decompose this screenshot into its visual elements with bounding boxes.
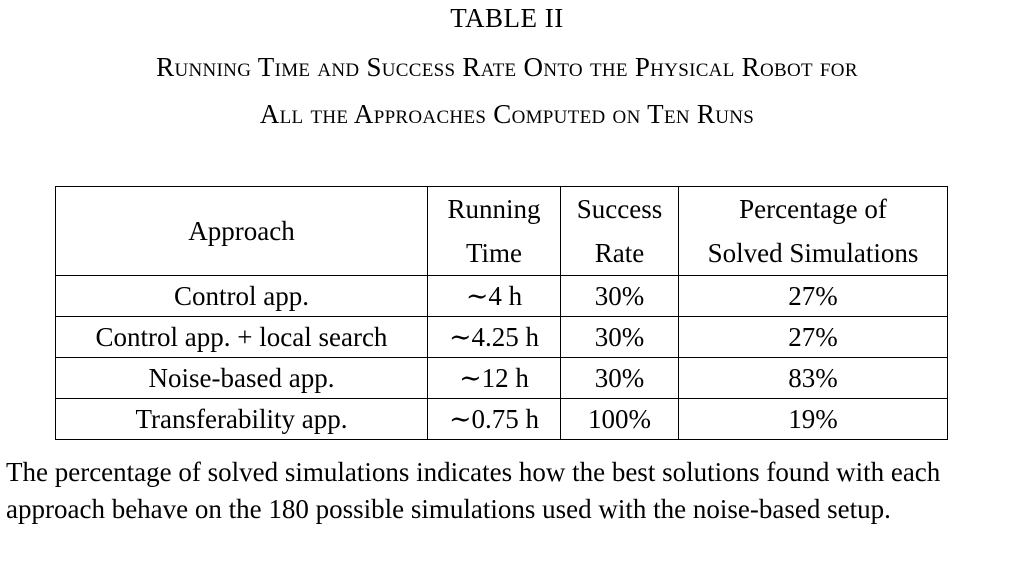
table-row: Control app. + local search ∼4.25 h 30% … (55, 316, 948, 358)
table-row: Transferability app. ∼0.75 h 100% 19% (55, 398, 948, 440)
cell-success-rate: 30% (560, 316, 679, 358)
cell-approach: Control app. + local search (55, 316, 428, 358)
header-success-rate-line-1: Success (576, 194, 663, 224)
cell-percentage: 27% (678, 316, 948, 358)
header-percentage-solved: Percentage of Solved Simulations (678, 186, 948, 276)
table-row: Noise-based app. ∼12 h 30% 83% (55, 357, 948, 399)
header-success-rate-line-2: Rate (594, 238, 645, 268)
table-caption-line-1: Running Time and Success Rate Onto the P… (156, 52, 858, 82)
cell-running-time: ∼4 h (427, 275, 561, 317)
cell-success-rate: 100% (560, 398, 679, 440)
header-running-time-line-1: Running (447, 194, 541, 224)
header-running-time: Running Time (427, 186, 561, 276)
cell-percentage: 27% (678, 275, 948, 317)
cell-approach: Noise-based app. (55, 357, 428, 399)
table-footnote: The percentage of solved simulations ind… (6, 457, 941, 524)
cell-running-time: ∼4.25 h (427, 316, 561, 358)
header-percentage-line-1: Percentage of (739, 194, 887, 224)
table-row: Control app. ∼4 h 30% 27% (55, 275, 948, 317)
table-caption-line-2: All the Approaches Computed on Ten Runs (259, 99, 755, 129)
results-table: Approach Running Time Success Rate Perce… (55, 186, 948, 440)
cell-approach: Control app. (55, 275, 428, 317)
header-success-rate: Success Rate (560, 186, 679, 276)
table-label: TABLE II (450, 3, 564, 33)
header-running-time-line-2: Time (465, 238, 523, 268)
header-approach: Approach (55, 186, 428, 276)
cell-approach: Transferability app. (55, 398, 428, 440)
cell-running-time: ∼12 h (427, 357, 561, 399)
cell-running-time: ∼0.75 h (427, 398, 561, 440)
table-header-row: Approach Running Time Success Rate Perce… (55, 186, 948, 276)
header-percentage-line-2: Solved Simulations (707, 238, 919, 268)
cell-success-rate: 30% (560, 275, 679, 317)
cell-percentage: 83% (678, 357, 948, 399)
cell-success-rate: 30% (560, 357, 679, 399)
cell-percentage: 19% (678, 398, 948, 440)
